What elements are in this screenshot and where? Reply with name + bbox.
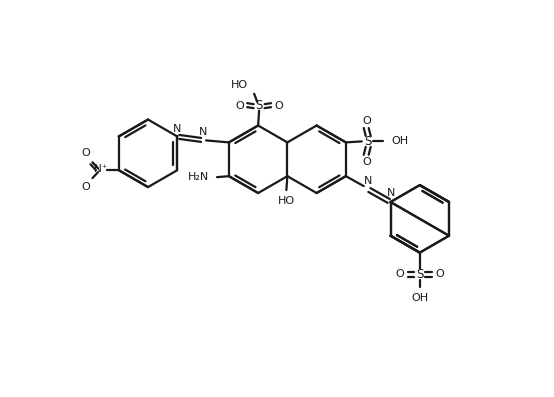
Text: OH: OH <box>411 293 428 303</box>
Text: S: S <box>364 135 371 148</box>
Text: S: S <box>416 268 423 281</box>
Text: N: N <box>387 189 395 198</box>
Text: O: O <box>275 101 283 111</box>
Text: O: O <box>362 116 371 125</box>
Text: S: S <box>255 99 263 112</box>
Text: HO: HO <box>231 80 248 90</box>
Text: N: N <box>173 124 182 134</box>
Text: O: O <box>362 157 371 167</box>
Text: N: N <box>364 175 372 185</box>
Text: N⁺: N⁺ <box>94 164 107 174</box>
Text: O: O <box>81 182 90 192</box>
Text: OH: OH <box>392 137 409 146</box>
Text: HO: HO <box>278 196 295 206</box>
Text: N: N <box>199 127 207 137</box>
Text: O: O <box>396 270 404 279</box>
Text: O: O <box>81 148 90 158</box>
Text: O: O <box>235 101 244 111</box>
Text: H₂N: H₂N <box>188 172 209 182</box>
Text: O: O <box>435 270 444 279</box>
